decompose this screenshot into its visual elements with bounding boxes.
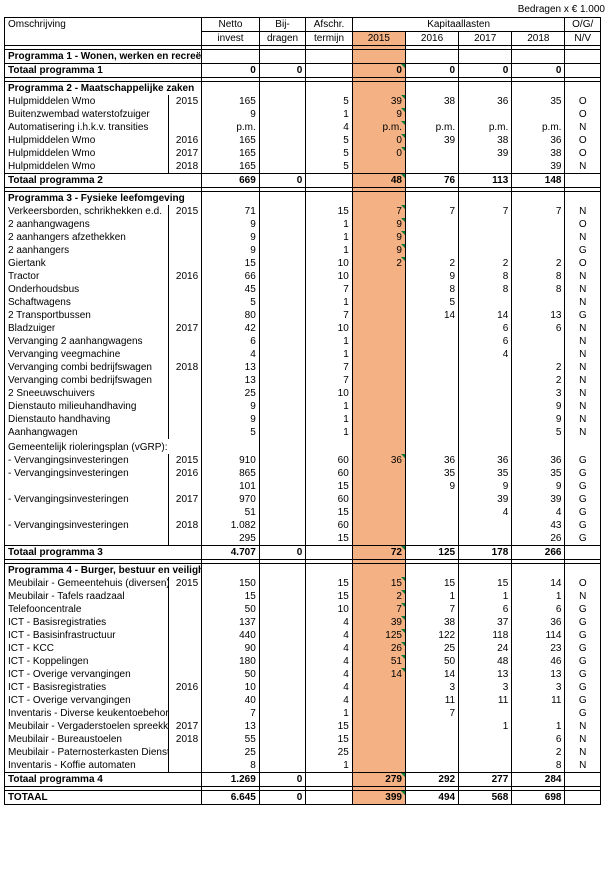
col-2017: 2017 — [459, 32, 512, 46]
col-2016: 2016 — [405, 32, 458, 46]
col-2018: 2018 — [512, 32, 565, 46]
prog3-row2: - Vervangingsinvesteringen201797060 3939… — [5, 493, 601, 506]
prog3-row: Aanhangwagen51 5N — [5, 426, 601, 439]
prog4-row: Inventaris - Diverse keukentoebehoren71 … — [5, 707, 601, 720]
prog4-row: Inventaris - Koffie automaten81 8N — [5, 759, 601, 773]
prog3-row: 2 Transportbussen807 141413G — [5, 309, 601, 322]
prog3-row2: - Vervangingsinvesteringen201591060 3636… — [5, 454, 601, 467]
prog3-row: Bladzuiger20174210 66N — [5, 322, 601, 335]
prog4-row: ICT - Overige vervangingen404 111111G — [5, 694, 601, 707]
prog4-row: ICT - Overige vervangingen504 14141313G — [5, 668, 601, 681]
prog2-row: Buitenzwembad waterstofzuiger91 9O — [5, 108, 601, 121]
col-bij: Bij- — [259, 18, 306, 32]
prog3-title: Programma 3 - Fysieke leefomgeving — [5, 192, 601, 206]
prog3-row: 2 aanhangers91 9G — [5, 244, 601, 257]
prog4-row: ICT - Basisregistraties1374 39383736G — [5, 616, 601, 629]
prog3-row: Dienstauto handhaving91 9N — [5, 413, 601, 426]
currency-note: Bedragen x € 1.000 — [4, 4, 605, 15]
prog3-row: Dienstauto milieuhandhaving91 9N — [5, 400, 601, 413]
grand-total: TOTAAL 6.645 0 399 494 568 698 — [5, 791, 601, 805]
prog3-row2: 5115 44G — [5, 506, 601, 519]
prog4-row: Meubilair - Bureaustoelen20185515 6N — [5, 733, 601, 746]
col-nv: N/V — [565, 32, 601, 46]
prog4-row: ICT - Basisregistraties2016104 333G — [5, 681, 601, 694]
prog4-row: Meubilair - Paternosterkasten Dienstence… — [5, 746, 601, 759]
prog4-row: Meubilair - Vergaderstoelen spreekkamers… — [5, 720, 601, 733]
prog3-row: Onderhoudsbus457 888N — [5, 283, 601, 296]
prog3-row2: 29515 26G — [5, 532, 601, 546]
prog3-subheader: Gemeentelijk rioleringsplan (vGRP): — [5, 441, 601, 454]
col-netto: Netto — [202, 18, 260, 32]
prog1-title: Programma 1 - Wonen, werken en recreëren — [5, 50, 601, 64]
prog3-row: Vervanging combi bedrijfswagen137 2N — [5, 374, 601, 387]
investment-table: Omschrijving Netto Bij- Afschr. Kapitaal… — [4, 17, 601, 805]
prog3-row2: - Vervangingsinvesteringen20181.08260 43… — [5, 519, 601, 532]
prog4-row: ICT - KCC904 26252423G — [5, 642, 601, 655]
prog4-row: Meubilair - Gemeentehuis (diversen)20151… — [5, 577, 601, 590]
col-2015: 2015 — [352, 32, 405, 46]
prog1-total: Totaal programma 100 0000 — [5, 64, 601, 78]
prog3-total: Totaal programma 34.7070 72125178266 — [5, 546, 601, 560]
prog3-row: 2 aanhangwagens91 9O — [5, 218, 601, 231]
prog3-row: Schaftwagens51 5N — [5, 296, 601, 309]
prog2-row: Hulpmiddelen Wmo20181655 39N — [5, 160, 601, 174]
prog2-title: Programma 2 - Maatschappelijke zaken — [5, 82, 601, 96]
prog4-row: ICT - Koppelingen1804 51504846G — [5, 655, 601, 668]
col-afschr: Afschr. — [306, 18, 353, 32]
prog2-total: Totaal programma 26690 4876113148 — [5, 174, 601, 188]
col-kapitaal: Kapitaallasten — [352, 18, 565, 32]
prog4-row: ICT - Basisinfrastructuur4404 1251221181… — [5, 629, 601, 642]
prog3-row: Giertank1510 2222O — [5, 257, 601, 270]
prog3-row: 2 Sneeuwschuivers2510 3N — [5, 387, 601, 400]
prog2-row: Hulpmiddelen Wmo20171655 03938O — [5, 147, 601, 160]
prog3-row: Verkeersborden, schrikhekken e.d.2015711… — [5, 205, 601, 218]
prog4-row: Telefooncentrale5010 7766G — [5, 603, 601, 616]
col-termijn: termijn — [306, 32, 353, 46]
prog2-row: Hulpmiddelen Wmo20161655 0393836O — [5, 134, 601, 147]
prog3-row2: - Vervangingsinvesteringen201686560 3535… — [5, 467, 601, 480]
prog4-title: Programma 4 - Burger, bestuur en veiligh… — [5, 564, 601, 578]
prog2-row: Hulpmiddelen Wmo20151655 39383635O — [5, 95, 601, 108]
prog3-row: Tractor20166610 988N — [5, 270, 601, 283]
col-dragen: dragen — [259, 32, 306, 46]
prog4-row: Meubilair - Tafels raadzaal1515 2111N — [5, 590, 601, 603]
prog3-row: 2 aanhangers afzethekken91 9N — [5, 231, 601, 244]
prog3-row: Vervanging veegmachine41 4N — [5, 348, 601, 361]
prog2-row: Automatisering i.h.k.v. transitiesp.m.4 … — [5, 121, 601, 134]
col-og: O/G/ — [565, 18, 601, 32]
prog4-total: Totaal programma 41.2690 279292277284 — [5, 773, 601, 787]
prog3-row: Vervanging 2 aanhangwagens61 6N — [5, 335, 601, 348]
col-omschrijving: Omschrijving — [5, 18, 202, 46]
col-invest: invest — [202, 32, 260, 46]
prog3-row: Vervanging combi bedrijfswagen2018137 2N — [5, 361, 601, 374]
prog3-row2: 10115 999G — [5, 480, 601, 493]
header-row-1: Omschrijving Netto Bij- Afschr. Kapitaal… — [5, 18, 601, 32]
